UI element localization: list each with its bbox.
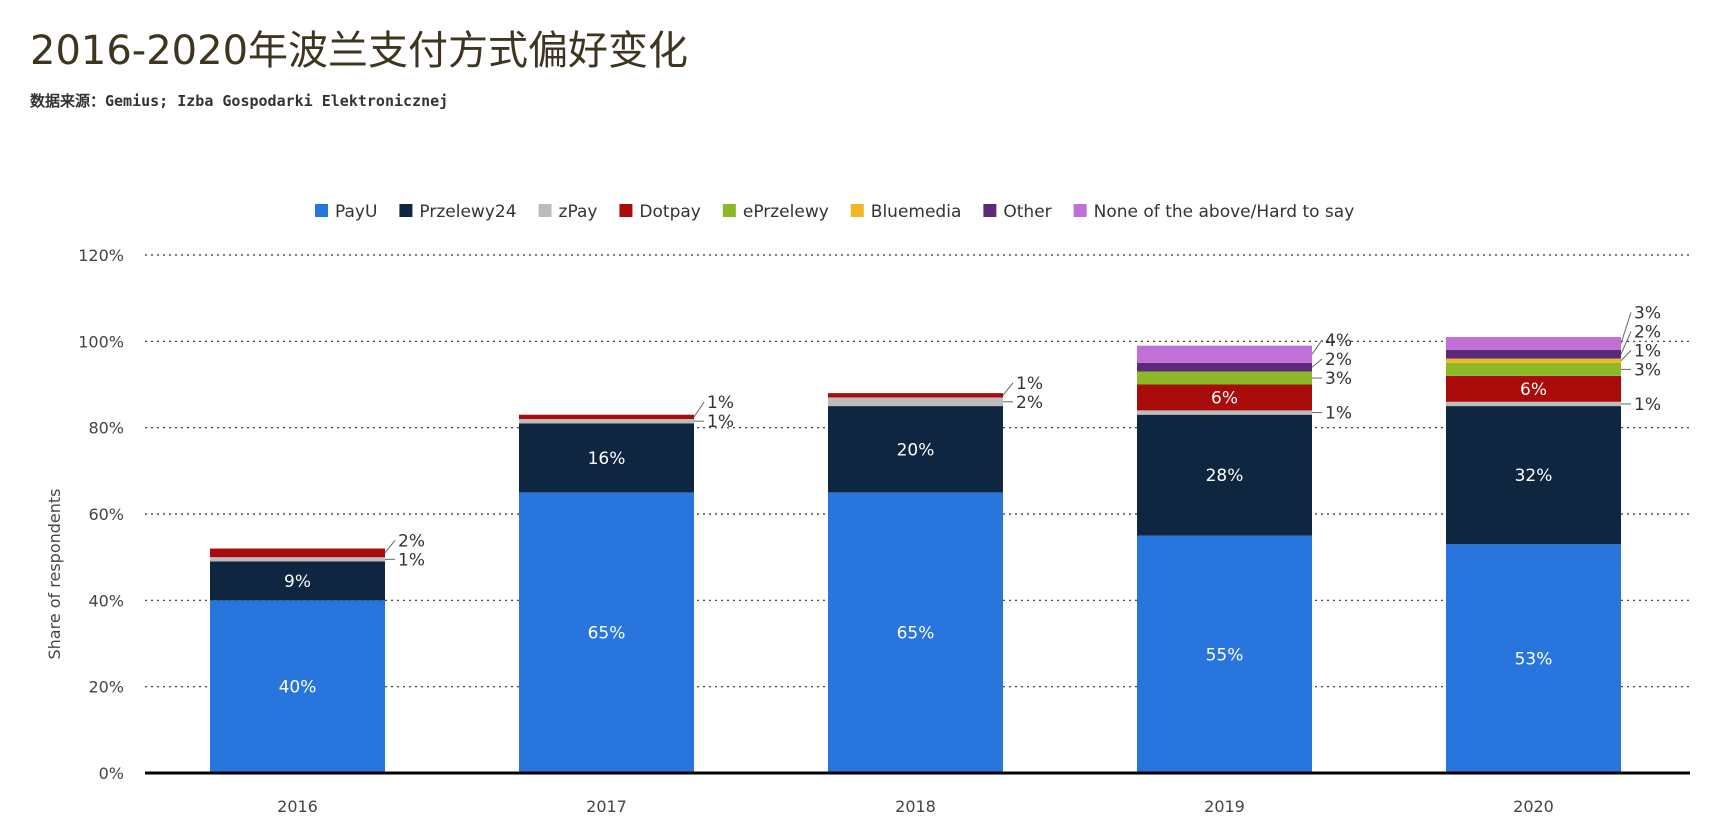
- bar-segment: [1446, 349, 1621, 359]
- data-label: 20%: [897, 440, 935, 460]
- bar-segment: [1137, 414, 1312, 536]
- bar-segment: [519, 492, 694, 773]
- legend-swatch: [983, 204, 997, 217]
- bar-segment: [1137, 384, 1312, 411]
- legend-swatch: [538, 204, 552, 217]
- chart-title: 2016-2020年波兰支付方式偏好变化: [30, 28, 689, 74]
- data-label: 2%: [1634, 322, 1661, 342]
- y-tick-label: 120%: [78, 246, 124, 265]
- data-label: 40%: [279, 678, 317, 698]
- bar-segment: [519, 419, 694, 424]
- legend-label: Other: [1003, 202, 1051, 222]
- bar-segment: [1137, 371, 1312, 385]
- data-label: 65%: [897, 624, 935, 644]
- data-label: 3%: [1634, 360, 1661, 380]
- bar-segment: [519, 423, 694, 493]
- data-label: 1%: [707, 412, 734, 432]
- bar-segment: [1446, 337, 1621, 350]
- bar-segment: [210, 557, 385, 562]
- data-label: 1%: [398, 550, 425, 570]
- data-label: 2%: [1016, 393, 1043, 413]
- y-tick-label: 60%: [88, 505, 124, 524]
- legend-label: ePrzelewy: [743, 202, 829, 222]
- data-label: 1%: [1016, 374, 1043, 394]
- bar-segment: [1137, 535, 1312, 773]
- y-tick-label: 40%: [88, 591, 124, 610]
- data-label: 28%: [1206, 466, 1244, 486]
- data-label: 3%: [1634, 303, 1661, 323]
- bar-segment: [210, 600, 385, 773]
- x-tick-label: 2018: [895, 797, 936, 816]
- data-label: 1%: [1634, 395, 1661, 415]
- data-label: 53%: [1515, 650, 1553, 670]
- data-label: 3%: [1325, 369, 1352, 389]
- data-label: 32%: [1515, 466, 1553, 486]
- legend-label: Dotpay: [639, 202, 700, 222]
- data-label: 9%: [284, 572, 311, 592]
- y-tick-label: 20%: [88, 678, 124, 697]
- bar-segment: [1137, 410, 1312, 415]
- data-label: 1%: [707, 393, 734, 413]
- y-tick-label: 0%: [99, 764, 124, 783]
- legend-swatch: [850, 204, 864, 217]
- legend-swatch: [399, 204, 413, 217]
- data-label: 65%: [588, 624, 626, 644]
- bar-segment: [1446, 358, 1621, 363]
- data-label: 6%: [1520, 380, 1547, 400]
- legend-swatch: [722, 204, 736, 217]
- legend-swatch: [315, 204, 328, 217]
- x-tick-label: 2020: [1513, 797, 1554, 816]
- bar-segment: [519, 414, 694, 420]
- bar-segment: [828, 393, 1003, 398]
- data-label: 55%: [1206, 645, 1244, 665]
- bar-segment: [1446, 375, 1621, 402]
- label-leader-line: [1002, 382, 1014, 396]
- legend-label: Bluemedia: [871, 202, 962, 222]
- data-label: 1%: [1634, 341, 1661, 361]
- data-label: 1%: [1325, 404, 1352, 424]
- bar-segment: [1137, 362, 1312, 372]
- bar-segment: [1446, 544, 1621, 773]
- label-leader-line: [1311, 358, 1323, 368]
- bar-segment: [1137, 345, 1312, 363]
- bar-segment: [1446, 401, 1621, 407]
- label-leader-line: [1620, 331, 1632, 355]
- x-tick-label: 2019: [1204, 797, 1245, 816]
- x-tick-label: 2017: [586, 797, 627, 816]
- label-leader-line: [1620, 312, 1632, 344]
- data-label: 2%: [398, 531, 425, 551]
- y-tick-label: 80%: [88, 419, 124, 438]
- label-leader-line: [384, 540, 396, 554]
- legend-label: Przelewy24: [419, 202, 516, 222]
- data-label: 2%: [1325, 350, 1352, 370]
- chart-source: 数据来源：Gemius; Izba Gospodarki Elektronicz…: [30, 92, 449, 110]
- y-tick-label: 100%: [78, 332, 124, 351]
- label-leader-line: [1311, 339, 1323, 355]
- legend-label: PayU: [335, 202, 377, 222]
- y-axis-title: Share of respondents: [45, 488, 64, 659]
- label-leader-line: [693, 401, 705, 418]
- bar-segment: [828, 492, 1003, 773]
- bar-segment: [210, 548, 385, 558]
- bar-segment: [1446, 362, 1621, 376]
- bar-segment: [1446, 406, 1621, 545]
- legend-label: zPay: [559, 202, 598, 222]
- label-leader-line: [1620, 350, 1632, 362]
- bar-segment: [828, 397, 1003, 407]
- legend-swatch: [619, 204, 633, 217]
- x-tick-label: 2016: [277, 797, 318, 816]
- legend-label: None of the above/Hard to say: [1094, 202, 1355, 222]
- legend-swatch: [1073, 204, 1087, 217]
- bar-segment: [828, 406, 1003, 493]
- data-label: 4%: [1325, 331, 1352, 351]
- bar-segment: [210, 561, 385, 601]
- data-label: 6%: [1211, 388, 1238, 408]
- data-label: 16%: [588, 449, 626, 469]
